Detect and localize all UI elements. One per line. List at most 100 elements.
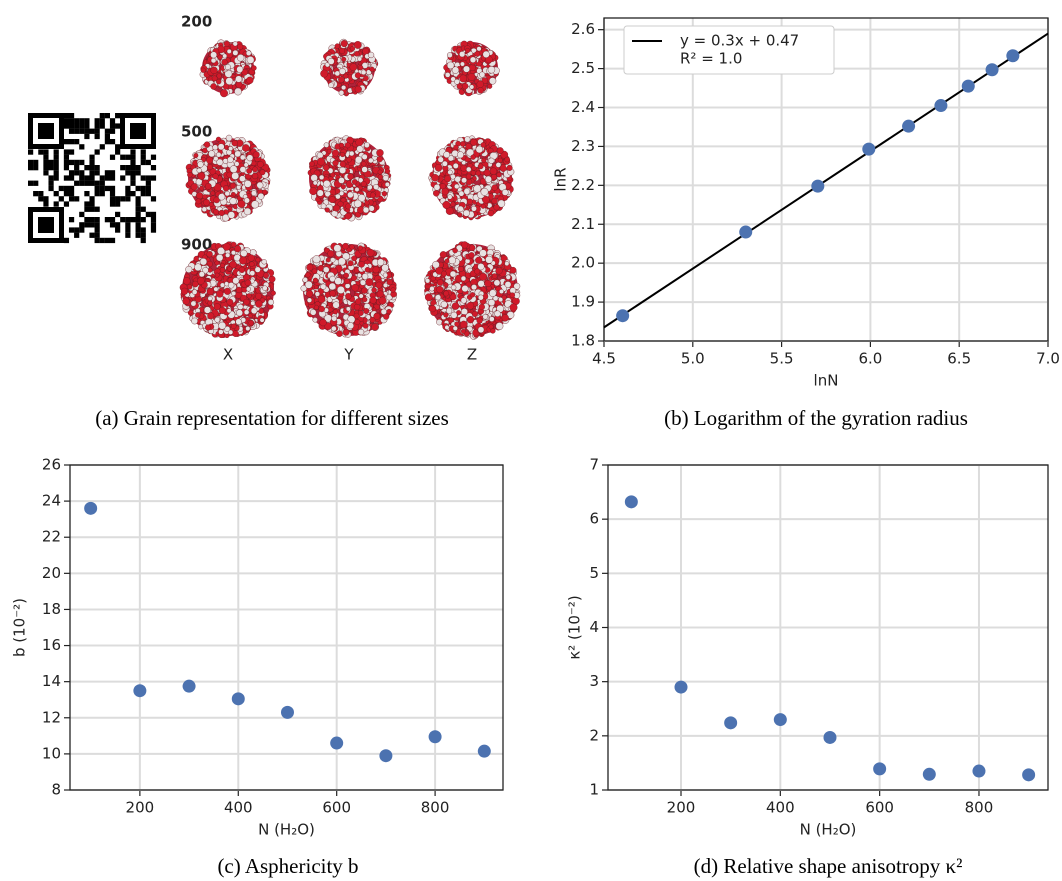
atom bbox=[246, 167, 253, 174]
atom bbox=[361, 153, 368, 160]
qr-cell bbox=[94, 170, 100, 176]
qr-cell bbox=[89, 232, 95, 238]
qr-cell bbox=[125, 185, 131, 192]
atom bbox=[255, 292, 263, 300]
qr-cell bbox=[84, 175, 90, 181]
atom bbox=[197, 277, 205, 285]
qr-cell bbox=[74, 118, 80, 124]
qr-cell bbox=[94, 227, 100, 233]
atom bbox=[238, 266, 246, 273]
atom bbox=[314, 291, 320, 297]
atom bbox=[498, 297, 504, 303]
y-tick-label: 6 bbox=[589, 510, 599, 528]
atom bbox=[245, 326, 251, 331]
atom bbox=[368, 205, 375, 212]
qr-cell bbox=[68, 185, 75, 192]
qr-cell bbox=[140, 154, 146, 160]
qr-cell bbox=[48, 175, 54, 181]
atom bbox=[228, 282, 235, 289]
qr-cell bbox=[53, 159, 59, 166]
atom bbox=[324, 62, 330, 68]
qr-cell bbox=[89, 201, 95, 207]
qr-cell bbox=[130, 180, 136, 186]
atom bbox=[268, 275, 276, 283]
atom bbox=[480, 203, 486, 209]
atom bbox=[354, 156, 363, 164]
x-tick-label: 600 bbox=[322, 799, 351, 817]
atom bbox=[447, 194, 453, 200]
qr-cell bbox=[130, 149, 136, 155]
atom bbox=[319, 174, 325, 181]
atom bbox=[210, 51, 218, 59]
atom bbox=[452, 247, 458, 254]
grain-image bbox=[179, 241, 276, 339]
qr-cell bbox=[140, 206, 146, 212]
atom bbox=[451, 302, 460, 310]
atom bbox=[328, 196, 336, 203]
atom bbox=[471, 310, 478, 317]
atom bbox=[267, 299, 275, 306]
qr-cell bbox=[125, 170, 131, 176]
atom bbox=[349, 63, 358, 72]
qr-cell bbox=[89, 206, 95, 212]
y-tick-label: 12 bbox=[42, 708, 61, 726]
atom bbox=[242, 144, 250, 152]
qr-cell bbox=[84, 133, 90, 140]
atom bbox=[376, 149, 384, 157]
qr-cell bbox=[140, 149, 146, 155]
atom bbox=[210, 57, 217, 64]
qr-cell bbox=[84, 123, 90, 129]
atom bbox=[339, 166, 347, 174]
atom bbox=[216, 73, 222, 79]
point bbox=[862, 142, 876, 156]
atom bbox=[491, 273, 498, 279]
qr-cell bbox=[125, 227, 131, 233]
atom bbox=[342, 242, 349, 250]
qr-cell bbox=[43, 159, 49, 166]
row-label: 200 bbox=[181, 13, 212, 31]
point bbox=[428, 730, 442, 744]
point bbox=[961, 79, 975, 93]
atom bbox=[479, 71, 486, 78]
atom bbox=[460, 164, 468, 172]
grain-image bbox=[185, 134, 271, 222]
atom bbox=[347, 260, 354, 267]
qr-cell bbox=[125, 217, 131, 223]
atom bbox=[460, 141, 466, 147]
qr-cell bbox=[28, 180, 34, 186]
atom bbox=[198, 271, 205, 278]
atom bbox=[484, 279, 492, 288]
qr-cell bbox=[63, 118, 70, 124]
qr-cell bbox=[68, 191, 75, 197]
atom bbox=[425, 278, 431, 284]
atom bbox=[460, 275, 467, 282]
atom bbox=[205, 183, 212, 190]
qr-cell bbox=[94, 191, 100, 197]
x-axis-label: N (H₂O) bbox=[800, 821, 857, 839]
qr-cell bbox=[99, 185, 105, 192]
atom bbox=[376, 290, 384, 298]
qr-cell bbox=[79, 118, 85, 124]
atom bbox=[221, 59, 228, 66]
atom bbox=[361, 273, 369, 280]
qr-cell bbox=[125, 191, 131, 197]
qr-cell bbox=[48, 180, 54, 186]
qr-cell bbox=[125, 154, 131, 160]
atom bbox=[459, 51, 466, 58]
atom bbox=[338, 142, 345, 149]
atom bbox=[485, 255, 493, 264]
atom bbox=[361, 287, 368, 294]
atom bbox=[309, 187, 318, 196]
atom bbox=[453, 144, 459, 150]
qr-cell bbox=[99, 180, 105, 186]
point bbox=[231, 692, 245, 706]
qr-cell bbox=[79, 222, 85, 228]
qr-cell bbox=[150, 222, 157, 228]
atom bbox=[243, 309, 250, 315]
point bbox=[674, 680, 688, 694]
atom bbox=[234, 161, 240, 167]
atom bbox=[226, 308, 232, 314]
atom bbox=[231, 139, 238, 147]
x-tick-label: 5.5 bbox=[770, 350, 794, 368]
